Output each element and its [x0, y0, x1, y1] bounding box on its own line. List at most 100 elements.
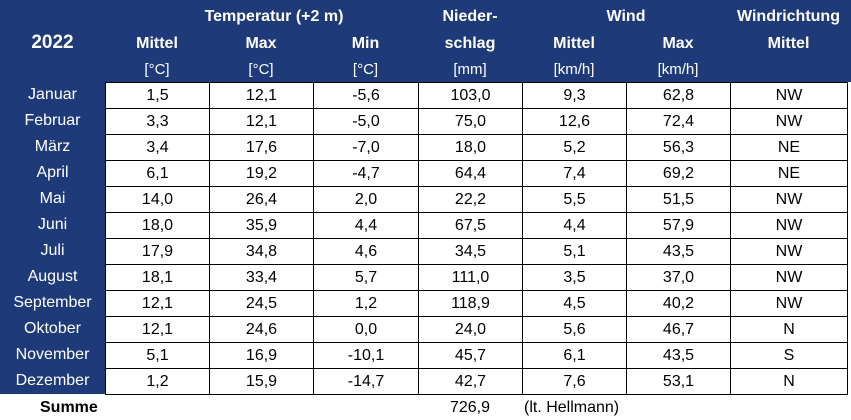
temp-mittel-cell: 6,1	[105, 160, 210, 187]
year-label: 2022	[31, 32, 74, 53]
wind-max-cell: 69,2	[626, 160, 731, 187]
precip-cell: 24,0	[418, 316, 523, 343]
temp-min-cell: 1,2	[313, 290, 419, 317]
wind-mittel-cell: 12,6	[522, 108, 627, 135]
wind-mittel-unit: [km/h]	[553, 61, 595, 78]
temp-max-cell: 15,9	[209, 368, 314, 395]
winddir-mittel-header: Mittel	[767, 35, 810, 52]
temp-max-cell: 12,1	[209, 82, 314, 109]
temp-max-cell: 17,6	[209, 134, 314, 161]
temp-mittel-cell: 3,3	[105, 108, 210, 135]
temp-max-cell: 33,4	[209, 264, 314, 291]
temp-min-cell: -4,7	[313, 160, 419, 187]
month-label: Juli	[40, 242, 65, 259]
precip-cell: 42,7	[418, 368, 523, 395]
temp-min-cell: -14,7	[313, 368, 419, 395]
month-label: März	[34, 138, 71, 155]
temp-max-cell: 19,2	[209, 160, 314, 187]
wind-mittel-cell: 5,1	[522, 238, 627, 265]
month-label: Januar	[28, 86, 77, 103]
winddir-cell: S	[730, 342, 848, 369]
winddir-cell: NE	[730, 134, 848, 161]
winddir-cell: NW	[730, 238, 848, 265]
temp-max-cell: 24,5	[209, 290, 314, 317]
temp-mittel-cell: 3,4	[105, 134, 210, 161]
wind-max-cell: 53,1	[626, 368, 731, 395]
table-row: 12,1 24,6 0,0 24,0 5,6 46,7 N	[105, 316, 848, 343]
month-label: Oktober	[24, 320, 81, 337]
temp-min-header: Min	[351, 35, 380, 52]
temp-max-cell: 35,9	[209, 212, 314, 239]
table-row: 6,1 19,2 -4,7 64,4 7,4 69,2 NE	[105, 160, 848, 187]
wind-max-cell: 57,9	[626, 212, 731, 239]
temp-mittel-cell: 18,1	[105, 264, 210, 291]
wind-max-cell: 62,8	[626, 82, 731, 109]
wind-mittel-cell: 5,5	[522, 186, 627, 213]
table-row: 1,5 12,1 -5,6 103,0 9,3 62,8 NW	[105, 82, 848, 109]
month-label: Mai	[39, 190, 66, 207]
month-label: April	[36, 164, 69, 181]
temp-mittel-cell: 12,1	[105, 316, 210, 343]
wind-mittel-cell: 5,6	[522, 316, 627, 343]
precip-cell: 67,5	[418, 212, 523, 239]
precip-cell: 118,9	[418, 290, 523, 317]
temp-min-cell: 5,7	[313, 264, 419, 291]
table-row: 18,0 35,9 4,4 67,5 4,4 57,9 NW	[105, 212, 848, 239]
temp-max-header: Max	[245, 35, 277, 52]
wind-mittel-cell: 7,4	[522, 160, 627, 187]
month-label: Februar	[24, 112, 81, 129]
precip-total: 726,9	[449, 399, 491, 416]
temp-mittel-cell: 18,0	[105, 212, 210, 239]
table-row: 12,1 24,5 1,2 118,9 4,5 40,2 NW	[105, 290, 848, 317]
wind-mittel-cell: 3,5	[522, 264, 627, 291]
table-header-band	[0, 0, 851, 82]
wind-mittel-cell: 4,4	[522, 212, 627, 239]
wind-max-cell: 56,3	[626, 134, 731, 161]
precip-cell: 34,5	[418, 238, 523, 265]
temp-mittel-header: Mittel	[136, 35, 178, 52]
wind-max-cell: 37,0	[626, 264, 731, 291]
temp-mittel-cell: 5,1	[105, 342, 210, 369]
temperature-group-header: Temperatur (+2 m)	[204, 8, 344, 25]
temp-min-cell: -7,0	[313, 134, 419, 161]
wind-mittel-header: Mittel	[553, 35, 595, 52]
temp-min-cell: 0,0	[313, 316, 419, 343]
temp-min-unit: [°C]	[352, 61, 379, 78]
winddir-cell: NW	[730, 212, 848, 239]
temp-max-cell: 26,4	[209, 186, 314, 213]
precip-cell: 75,0	[418, 108, 523, 135]
temp-min-cell: 4,6	[313, 238, 419, 265]
table-row: 17,9 34,8 4,6 34,5 5,1 43,5 NW	[105, 238, 848, 265]
wind-mittel-cell: 5,2	[522, 134, 627, 161]
precip-cell: 45,7	[418, 342, 523, 369]
precip-cell: 22,2	[418, 186, 523, 213]
temp-min-cell: -5,6	[313, 82, 419, 109]
wind-max-cell: 40,2	[626, 290, 731, 317]
temp-mittel-cell: 1,5	[105, 82, 210, 109]
temp-min-cell: 2,0	[313, 186, 419, 213]
precip-cell: 18,0	[418, 134, 523, 161]
wind-mittel-cell: 4,5	[522, 290, 627, 317]
table-row: 18,1 33,4 5,7 111,0 3,5 37,0 NW	[105, 264, 848, 291]
month-label: August	[27, 268, 78, 285]
winddir-cell: NW	[730, 264, 848, 291]
temp-mittel-unit: [°C]	[144, 61, 170, 78]
precip-header-top: Nieder-	[442, 8, 498, 25]
winddir-cell: N	[730, 368, 848, 395]
winddir-cell: N	[730, 316, 848, 343]
table-row: 3,4 17,6 -7,0 18,0 5,2 56,3 NE	[105, 134, 848, 161]
winddir-cell: NE	[730, 160, 848, 187]
winddir-cell: NW	[730, 82, 848, 109]
climate-data-grid: 1,5 12,1 -5,6 103,0 9,3 62,8 NW 3,3 12,1…	[105, 82, 848, 395]
winddir-cell: NW	[730, 186, 848, 213]
precip-unit: [mm]	[453, 61, 487, 78]
winddir-cell: NW	[730, 290, 848, 317]
month-label: Juni	[37, 216, 68, 233]
temp-min-cell: 4,4	[313, 212, 419, 239]
summary-label: Summe	[40, 399, 98, 416]
wind-mittel-cell: 6,1	[522, 342, 627, 369]
month-label: September	[13, 294, 92, 311]
table-row: 3,3 12,1 -5,0 75,0 12,6 72,4 NW	[105, 108, 848, 135]
temp-max-cell: 16,9	[209, 342, 314, 369]
